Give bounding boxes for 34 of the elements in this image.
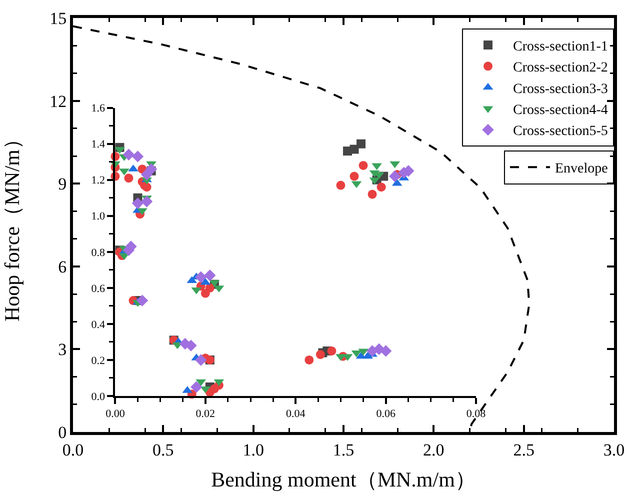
y-tick-label: 0.0 [91, 390, 106, 403]
y-tick-label: 0.8 [91, 246, 106, 259]
legend-label: Cross-section5-5 [513, 124, 608, 140]
x-axis-title: Bending moment（MN.m/m） [211, 468, 476, 492]
y-tick-label: 0.6 [91, 282, 106, 295]
x-tick-label: 0.02 [196, 408, 216, 420]
x-tick-label: 2.0 [423, 440, 444, 460]
x-tick-label: 0.08 [466, 408, 486, 420]
y-tick-label: 1.6 [91, 102, 106, 115]
x-tick-label: 1.5 [332, 440, 354, 460]
x-tick-label: 0.5 [152, 440, 174, 460]
legend-label: Cross-section2-2 [513, 60, 608, 76]
y-tick-label: 9 [58, 174, 67, 194]
y-tick-label: 1.4 [91, 138, 106, 151]
x-tick-label: 0.00 [106, 408, 126, 420]
x-tick-label: 1.0 [242, 440, 264, 460]
y-tick-label: 3 [58, 340, 67, 360]
legend-label: Cross-section3-3 [513, 82, 608, 97]
y-tick-label: 15 [50, 8, 67, 28]
x-tick-label: 2.5 [513, 440, 534, 460]
y-tick-label: 12 [50, 92, 67, 111]
y-tick-label: 0.4 [91, 318, 106, 331]
y-tick-label: 6 [58, 257, 67, 276]
x-tick-label: 0.06 [376, 408, 396, 420]
y-tick-label: 0.2 [91, 354, 105, 367]
y-axis-title: Hoop force（MN/m） [0, 128, 24, 322]
y-tick-label: 0 [58, 422, 67, 442]
x-tick-label: 0.04 [286, 408, 306, 420]
x-tick-label: 3.0 [603, 440, 625, 460]
y-tick-label: 1.2 [91, 174, 105, 187]
legend-label: Cross-section4-4 [513, 103, 608, 118]
legend-label: Envelope [555, 162, 608, 177]
y-tick-label: 1.0 [91, 210, 106, 223]
legend-label: Cross-section1-1 [513, 39, 608, 54]
